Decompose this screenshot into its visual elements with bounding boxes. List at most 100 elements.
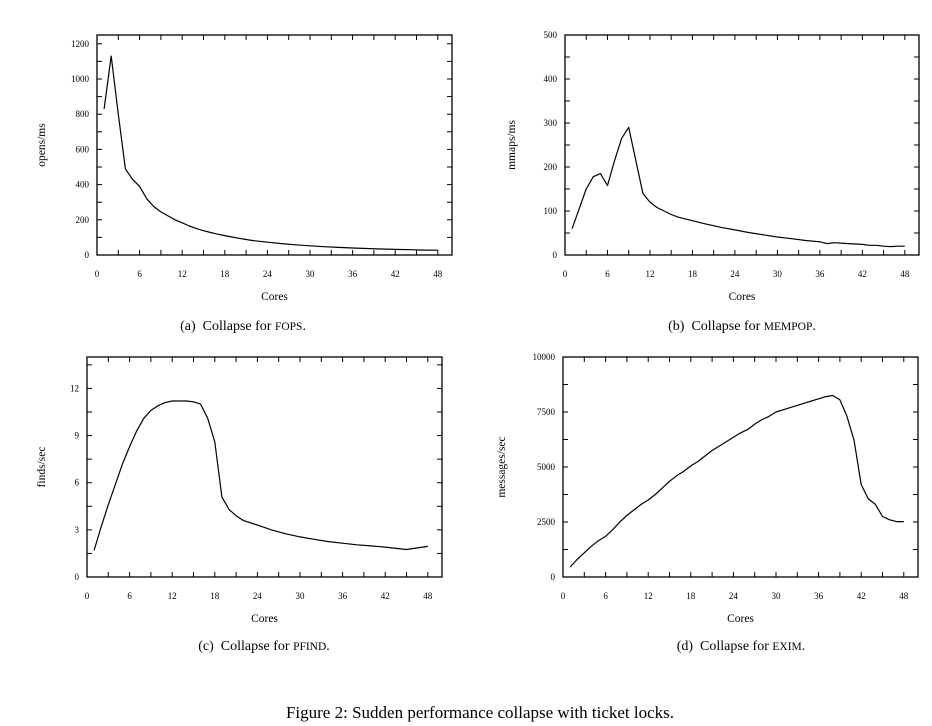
x-tick-label: 18 [688,269,698,279]
x-tick-label: 24 [729,591,739,601]
y-tick-label: 12 [70,383,79,393]
y-tick-label: 7500 [537,407,556,417]
y-tick-label: 200 [544,162,558,172]
x-tick-label: 0 [561,591,566,601]
plot-frame [96,34,453,256]
x-axis-label: Cores [261,291,288,303]
y-tick-label: 400 [544,74,558,84]
caption-end: . [326,639,330,654]
y-tick-label: 0 [75,572,80,582]
caption-benchmark-name: MEMPOP [764,321,813,333]
y-tick-label: 9 [75,431,80,441]
caption-label: (c) [198,639,221,654]
subfigure-caption: (c) Collapse for PFIND. [198,639,330,654]
x-tick-label: 12 [178,269,187,279]
x-tick-label: 48 [433,269,443,279]
x-tick-label: 24 [263,269,273,279]
x-tick-label: 18 [686,591,696,601]
y-axis-label: messages/sec [496,436,508,497]
x-tick-label: 30 [773,269,783,279]
subfigure-caption: (d) Collapse for EXIM. [677,639,806,654]
series-line [93,400,428,551]
y-axis-label: mmaps/ms [506,120,518,170]
x-axis-label: Cores [727,613,754,625]
y-tick-label: 300 [544,118,558,128]
series-line [571,126,905,248]
y-tick-label: 500 [544,30,558,40]
plot-frame [564,34,920,256]
caption-end: . [802,639,806,654]
x-tick-label: 30 [306,269,316,279]
x-tick-label: 30 [296,591,306,601]
caption-text: Collapse for [221,639,293,654]
x-tick-label: 24 [730,269,740,279]
x-tick-label: 42 [381,591,390,601]
x-axis-label: Cores [729,291,756,303]
y-tick-label: 200 [76,215,90,225]
caption-benchmark-name: PFIND [293,641,326,653]
x-tick-label: 36 [815,269,825,279]
caption-text: Collapse for [691,319,763,334]
x-tick-label: 18 [220,269,230,279]
plot-frame [562,356,919,578]
y-tick-label: 0 [85,250,90,260]
y-axis-label: opens/ms [36,123,48,167]
x-tick-label: 12 [645,269,654,279]
y-tick-label: 1000 [71,74,90,84]
x-tick-label: 18 [210,591,220,601]
chart-b: 0 6 12 18 24 30 36 42 48 0 100 200 300 400 500 Cores mma… [506,30,920,334]
x-tick-label: 36 [348,269,358,279]
x-tick-label: 48 [423,591,433,601]
caption-text: Collapse for [203,319,275,334]
caption-benchmark-name: FOPS [275,321,303,333]
x-axis-label: Cores [251,613,278,625]
y-tick-label: 400 [76,180,90,190]
subfigure-caption: (b) Collapse for MEMPOP. [668,319,816,334]
x-tick-label: 0 [563,269,568,279]
y-tick-label: 3 [75,525,80,535]
y-tick-label: 5000 [537,462,556,472]
x-tick-label: 30 [772,591,782,601]
y-tick-label: 0 [551,572,556,582]
caption-label: (a) [180,319,203,334]
x-tick-label: 6 [605,269,610,279]
chart-d: 0 6 12 18 24 30 36 42 48 0 2500 5000 7500 10000 Cores m… [496,352,919,654]
chart-a: 0 6 12 18 24 30 36 42 48 0 200 400 600 800 1000 1200 Cor… [36,34,453,334]
figure-caption: Figure 2: Sudden performance collapse wi… [286,703,674,722]
y-tick-label: 6 [75,478,80,488]
y-tick-label: 0 [553,250,558,260]
caption-end: . [302,319,306,334]
y-axis-label: finds/sec [36,447,48,488]
x-tick-label: 6 [603,591,608,601]
y-tick-label: 800 [76,109,90,119]
x-tick-label: 12 [644,591,653,601]
x-tick-label: 36 [814,591,824,601]
x-tick-label: 12 [168,591,177,601]
chart-c: 0 6 12 18 24 30 36 42 48036912Coresfinds/sec(c) … [36,356,443,654]
x-tick-label: 36 [338,591,348,601]
x-tick-label: 42 [857,591,866,601]
x-tick-label: 0 [85,591,90,601]
caption-benchmark-name: EXIM [772,641,801,653]
y-tick-label: 10000 [533,352,556,362]
y-tick-label: 1200 [71,39,90,49]
x-tick-label: 48 [900,269,910,279]
x-tick-label: 42 [858,269,867,279]
y-tick-label: 100 [544,206,558,216]
series-line [569,394,904,568]
caption-end: . [812,319,816,334]
x-tick-label: 48 [899,591,909,601]
x-tick-label: 0 [95,269,100,279]
plot-frame [86,356,443,578]
y-tick-label: 2500 [537,517,556,527]
x-tick-label: 24 [253,591,263,601]
subfigure-caption: (a) Collapse for FOPS. [180,319,306,334]
x-tick-label: 6 [137,269,142,279]
x-tick-label: 6 [127,591,132,601]
caption-text: Collapse for [700,639,772,654]
caption-label: (d) [677,639,700,654]
series-line [103,55,438,251]
x-tick-label: 42 [391,269,400,279]
y-tick-label: 600 [76,144,90,154]
